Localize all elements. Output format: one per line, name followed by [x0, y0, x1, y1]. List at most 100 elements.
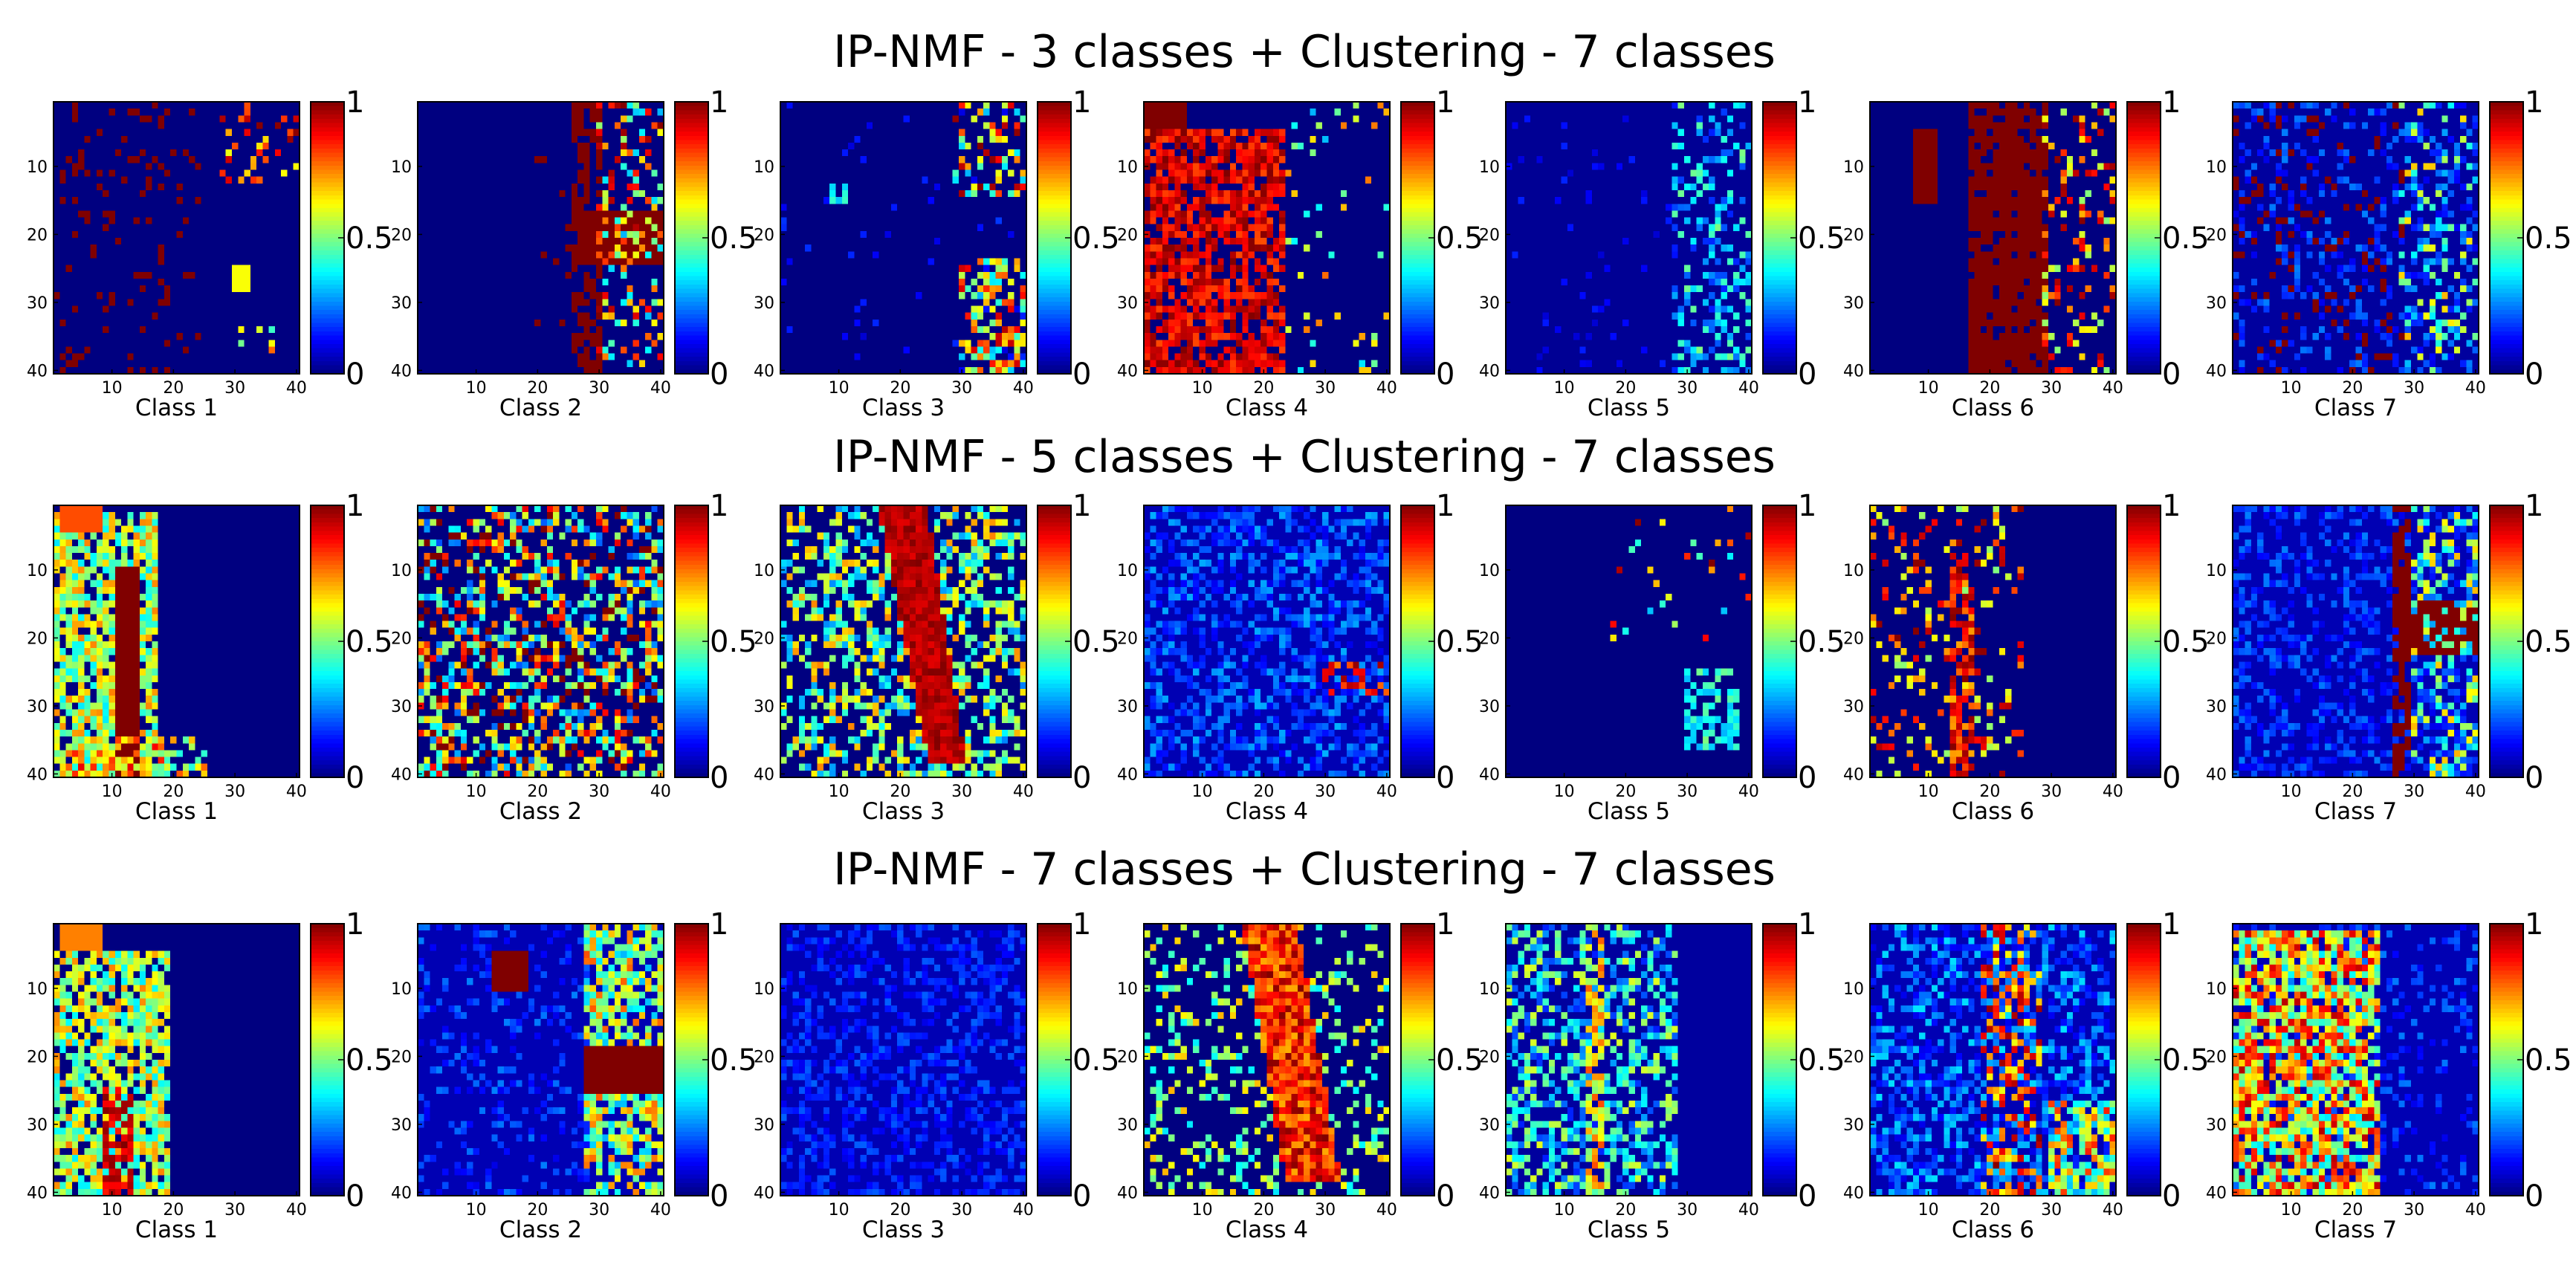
heatmap-cell: [238, 170, 245, 178]
heatmap-cell: [189, 197, 195, 204]
heatmap-cell: [183, 129, 190, 137]
heatmap-cell: [262, 224, 269, 232]
heatmap-cell: [250, 163, 257, 170]
heatmap-cell: [59, 197, 66, 204]
heatmap-cell: [84, 224, 91, 232]
heatmap-cell: [84, 163, 91, 170]
heatmap-cell: [140, 210, 146, 218]
heatmap-cell: [219, 136, 226, 143]
heatmap-cell: [146, 184, 152, 191]
heatmap-cell: [189, 156, 195, 163]
heatmap-cell: [226, 122, 233, 129]
heatmap-cell: [201, 156, 208, 163]
heatmap-cell: [158, 115, 165, 123]
heatmap-cell: [281, 108, 288, 116]
heatmap-cell: [250, 143, 257, 150]
heatmap-cell: [78, 190, 85, 198]
heatmap-cell: [121, 136, 128, 143]
heatmap-cell: [245, 231, 251, 239]
heatmap-cell: [219, 163, 226, 170]
heatmap-cell: [232, 136, 239, 143]
heatmap-cell: [269, 170, 276, 178]
heatmap-cell: [245, 136, 251, 143]
heatmap-cell: [59, 170, 66, 178]
heatmap-cell: [201, 197, 208, 204]
heatmap-cell: [127, 244, 134, 252]
heatmap-cell: [164, 204, 171, 211]
heatmap-cell: [97, 224, 103, 232]
heatmap-cell: [170, 177, 177, 184]
heatmap-cell: [238, 244, 245, 252]
heatmap-cell: [262, 156, 269, 163]
heatmap-cell: [72, 210, 79, 218]
heatmap-cell: [164, 170, 171, 178]
heatmap-cell: [134, 122, 140, 129]
heatmap-cell: [84, 122, 91, 129]
heatmap-cell: [207, 204, 214, 211]
heatmap-cell: [256, 210, 263, 218]
heatmap-cell: [183, 190, 190, 198]
heatmap-cell: [195, 122, 201, 129]
heatmap-cell: [54, 184, 60, 191]
heatmap-cell: [54, 210, 60, 218]
heatmap-cell: [91, 163, 97, 170]
heatmap-cell: [140, 184, 146, 191]
heatmap-cell: [140, 102, 146, 109]
heatmap-cell: [256, 102, 263, 109]
heatmap-cell: [207, 136, 214, 143]
heatmap-cell: [158, 143, 165, 150]
heatmap-cell: [275, 163, 282, 170]
heatmap-cell: [232, 224, 239, 232]
heatmap-cell: [84, 115, 91, 123]
heatmap-cell: [109, 122, 115, 129]
heatmap-cell: [127, 231, 134, 239]
heatmap-cell: [72, 136, 79, 143]
heatmap-cell: [226, 136, 233, 143]
heatmap-cell: [281, 163, 288, 170]
heatmap-cell: [245, 177, 251, 184]
heatmap-cell: [84, 129, 91, 137]
heatmap-cell: [54, 218, 60, 225]
heatmap-cell: [103, 102, 109, 109]
heatmap-cell: [269, 102, 276, 109]
heatmap-cell: [232, 238, 239, 245]
heatmap-cell: [121, 210, 128, 218]
heatmap-cell: [245, 238, 251, 245]
heatmap-cell: [250, 129, 257, 137]
heatmap-cell: [170, 115, 177, 123]
heatmap-cell: [256, 129, 263, 137]
heatmap-cell: [275, 177, 282, 184]
heatmap-cell: [152, 197, 158, 204]
heatmap-cell: [59, 136, 66, 143]
heatmap-cell: [287, 184, 294, 191]
heatmap-cell: [287, 122, 294, 129]
heatmap-cell: [287, 231, 294, 239]
heatmap-cell: [91, 190, 97, 198]
heatmap-cell: [152, 251, 158, 259]
heatmap-cell: [201, 122, 208, 129]
heatmap-cell: [232, 184, 239, 191]
heatmap-cell: [158, 156, 165, 163]
heatmap-cell: [250, 244, 257, 252]
heatmap-cell: [134, 244, 140, 252]
heatmap-cell: [103, 149, 109, 157]
heatmap-cell: [183, 122, 190, 129]
heatmap-cell: [183, 108, 190, 116]
heatmap-cell: [152, 156, 158, 163]
heatmap-cell: [256, 184, 263, 191]
heatmap-cell: [59, 184, 66, 191]
heatmap-cell: [164, 184, 171, 191]
heatmap-cell: [201, 204, 208, 211]
heatmap-cell: [91, 136, 97, 143]
heatmap-cell: [275, 129, 282, 137]
heatmap-cell: [195, 115, 201, 123]
heatmap-cell: [152, 108, 158, 116]
heatmap-cell: [183, 204, 190, 211]
heatmap-cell: [72, 143, 79, 150]
heatmap-cell: [78, 170, 85, 178]
heatmap-cell: [78, 218, 85, 225]
heatmap-cell: [91, 224, 97, 232]
heatmap-cell: [275, 122, 282, 129]
heatmap-cell: [72, 224, 79, 232]
heatmap-cell: [250, 115, 257, 123]
